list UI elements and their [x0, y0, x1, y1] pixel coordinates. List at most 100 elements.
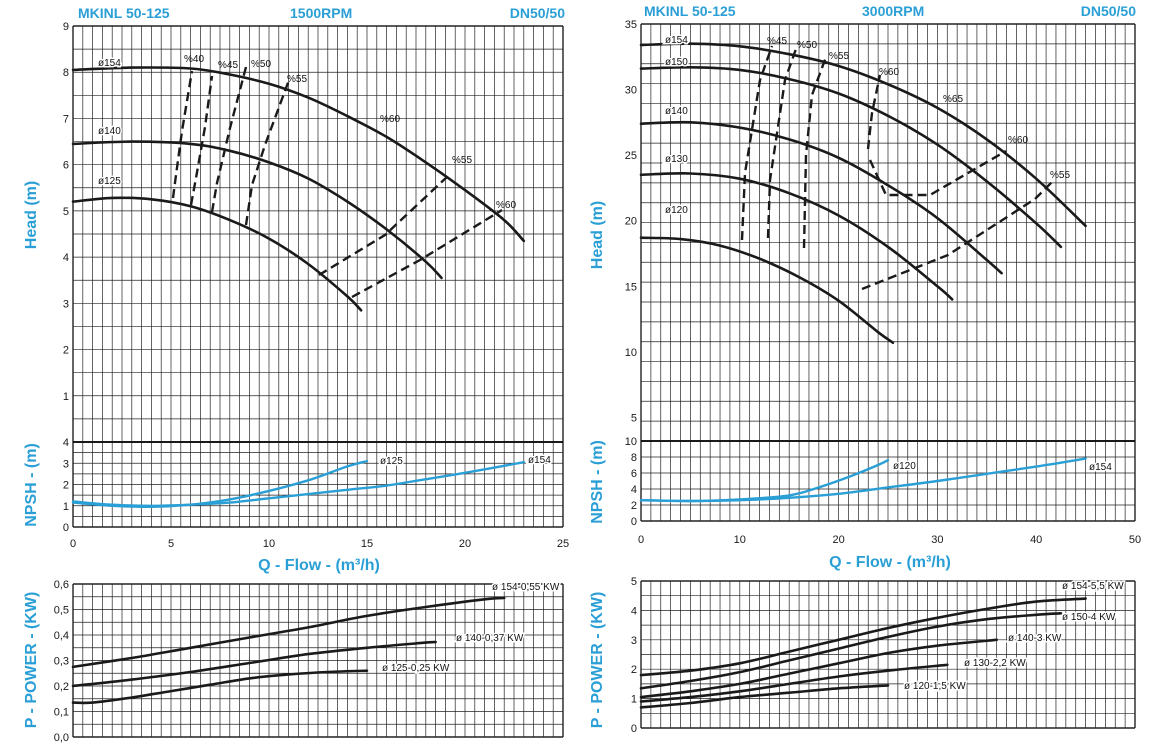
- right-npsh-grid: [640, 440, 1136, 522]
- left-head-tick: 7: [63, 113, 69, 125]
- left-eff-label: %55: [452, 155, 472, 166]
- curve-layer: [71, 42, 1087, 709]
- right-flow-tick: 20: [832, 534, 844, 546]
- right-power-curve-4: [639, 684, 890, 709]
- right-model-title: MKINL 50-125: [644, 3, 736, 19]
- right-npsh-curve-ø154: [639, 457, 1087, 503]
- left-head-tick: 8: [63, 67, 69, 79]
- grid-layer: [72, 23, 1136, 738]
- right-flow-tick: 10: [734, 534, 746, 546]
- right-flow-axis-label: Q - Flow - (m³/h): [829, 554, 951, 571]
- right-npsh-tick: 8: [631, 452, 637, 464]
- left-head-grid: [72, 25, 564, 443]
- left-power-tick: 0,3: [54, 656, 69, 668]
- right-head-curve-ø130: [639, 172, 954, 301]
- left-flow-tick: 20: [459, 538, 471, 550]
- right-head-curve-ø150: [639, 65, 1063, 249]
- right-npsh-curve-ø120: [639, 459, 890, 503]
- left-npsh-tick: 4: [63, 437, 69, 449]
- left-eff-label: %50: [251, 59, 271, 70]
- left-eff-line-55: [244, 79, 291, 226]
- left-power-curve-0-label: ø 154-0,55 KW: [492, 582, 560, 593]
- left-npsh-tick: 1: [63, 501, 69, 513]
- left-dn-title: DN50/50: [510, 5, 565, 21]
- left-power-curve-2-label: ø 125-0,25 KW: [382, 663, 450, 674]
- right-power-curve-2-label: ø 140-3 KW: [1008, 633, 1062, 644]
- left-flow-axis-label: Q - Flow - (m³/h): [258, 557, 380, 574]
- left-npsh-curve-ø154-label: ø154: [528, 455, 551, 466]
- left-head-tick: 9: [63, 21, 69, 33]
- right-power-tick: 3: [631, 635, 637, 647]
- left-eff-label: %45: [218, 60, 238, 71]
- left-flow-tick: 10: [263, 538, 275, 550]
- right-head-curve-ø140-label: ø140: [665, 106, 688, 117]
- right-head-tick: 30: [625, 85, 637, 97]
- left-power-tick: 0,6: [54, 579, 69, 591]
- right-head-curve-ø130-label: ø130: [665, 154, 688, 165]
- left-power-curve-1: [71, 640, 437, 688]
- right-head-tick: 35: [625, 19, 637, 31]
- right-npsh-axis-label: NPSH - (m): [589, 440, 606, 524]
- right-flow-tick: 0: [638, 534, 644, 546]
- right-head-curve-ø140: [639, 120, 1003, 275]
- left-power-grid: [72, 583, 564, 738]
- right-eff-label: %45: [767, 36, 787, 47]
- right-power-tick: 2: [631, 664, 637, 676]
- right-power-curve-0: [639, 597, 1087, 677]
- right-eff-label: %60: [1008, 135, 1028, 146]
- left-power-tick: 0,1: [54, 707, 69, 719]
- left-head-tick: 4: [63, 252, 69, 264]
- right-eff-line-55b: [861, 179, 1055, 291]
- right-head-tick: 20: [625, 216, 637, 228]
- right-head-curve-ø120-label: ø120: [665, 205, 688, 216]
- right-head-grid: [640, 23, 1136, 442]
- left-npsh-tick: 0: [63, 522, 69, 534]
- right-head-tick: 15: [625, 281, 637, 293]
- left-head-tick: 5: [63, 206, 69, 218]
- left-eff-label: %60: [496, 200, 516, 211]
- left-head-tick: 3: [63, 298, 69, 310]
- right-head-curve-ø154: [639, 42, 1087, 228]
- right-npsh-tick: 10: [625, 436, 637, 448]
- left-model-title: MKINL 50-125: [78, 5, 170, 21]
- right-rpm-title: 3000RPM: [862, 3, 924, 19]
- left-flow-tick: 5: [168, 538, 174, 550]
- left-npsh-curve-ø154: [71, 461, 525, 508]
- left-head-tick: 6: [63, 160, 69, 172]
- left-head-curve-ø140-label: ø140: [98, 126, 121, 137]
- left-head-curve-ø154: [71, 66, 526, 243]
- right-eff-line-50: [766, 45, 799, 239]
- right-eff-label: %65: [943, 94, 963, 105]
- right-head-tick: 25: [625, 150, 637, 162]
- left-rpm-title: 1500RPM: [290, 5, 352, 21]
- right-power-curve-3: [639, 663, 949, 703]
- right-head-tick: 5: [631, 412, 637, 424]
- left-npsh-grid: [72, 441, 564, 528]
- left-eff-line-40: [171, 70, 194, 199]
- right-power-grid: [640, 580, 1136, 729]
- left-npsh-curve-ø125-label: ø125: [380, 456, 403, 467]
- left-flow-tick: 15: [361, 538, 373, 550]
- left-eff-line-60: [351, 208, 503, 299]
- left-head-curve-ø154-label: ø154: [98, 58, 121, 69]
- right-eff-label: %55: [1050, 170, 1070, 181]
- right-power-tick: 1: [631, 694, 637, 706]
- right-npsh-curve-ø154-label: ø154: [1089, 462, 1112, 473]
- right-npsh-tick: 0: [631, 516, 637, 528]
- left-head-axis-label: Head (m): [23, 181, 40, 249]
- right-head-curve-ø120: [639, 236, 895, 344]
- right-power-tick: 5: [631, 576, 637, 588]
- right-power-axis-label: P - POWER - (KW): [589, 592, 606, 729]
- left-head-tick: 2: [63, 345, 69, 357]
- left-eff-line-45: [189, 75, 214, 206]
- right-power-curve-3-label: ø 130-2,2 KW: [964, 658, 1026, 669]
- right-eff-line-45: [740, 45, 774, 241]
- right-eff-label: %60: [879, 67, 899, 78]
- right-eff-label: %50: [797, 40, 817, 51]
- right-eff-line-60a: [866, 74, 882, 150]
- left-npsh-tick: 3: [63, 458, 69, 470]
- left-power-tick: 0,0: [54, 732, 69, 744]
- left-head-curve-ø125: [71, 196, 363, 312]
